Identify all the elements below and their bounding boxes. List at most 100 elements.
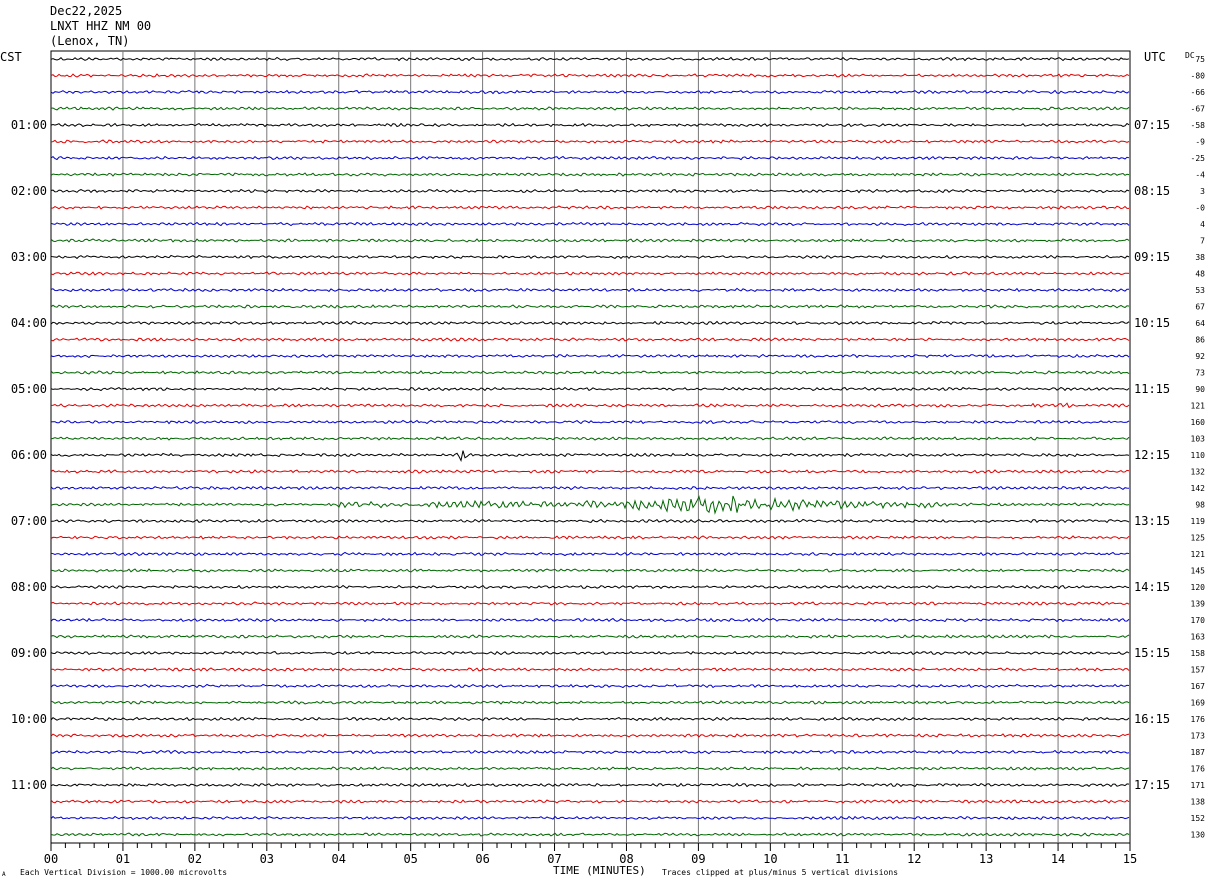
left-hour-label: 10:00 [11, 712, 47, 726]
grid-layer [50, 50, 1131, 851]
seismic-trace [50, 188, 1130, 194]
seismic-trace [50, 139, 1130, 144]
left-hour-label: 01:00 [11, 118, 47, 132]
dc-offset-label: 187 [1191, 748, 1206, 757]
left-hour-label: 11:00 [11, 778, 47, 792]
dc-offset-label: 121 [1191, 402, 1206, 411]
seismic-trace [50, 172, 1130, 177]
dc-offset-label: 7 [1200, 237, 1205, 246]
dc-offset-label: 167 [1191, 682, 1206, 691]
seismic-trace [50, 617, 1130, 623]
left-hour-label: 06:00 [11, 448, 47, 462]
dc-offset-label: 121 [1191, 550, 1206, 559]
dc-offset-label: 86 [1195, 336, 1205, 345]
seismic-trace [50, 518, 1130, 524]
x-tick-label: 06 [475, 852, 489, 866]
seismic-trace [50, 89, 1130, 95]
dc-offset-label: 110 [1191, 451, 1206, 460]
dc-offset-label: 48 [1195, 270, 1205, 279]
dc-offset-label: 163 [1191, 633, 1206, 642]
dc-offset-label: 53 [1195, 286, 1205, 295]
dc-offset-label: 139 [1191, 600, 1206, 609]
seismic-trace [50, 450, 1130, 463]
dc-offset-label: 75 [1195, 55, 1205, 64]
footer-clip-note: Traces clipped at plus/minus 5 vertical … [662, 868, 899, 877]
seismic-trace [50, 386, 1130, 392]
dc-offset-label: 92 [1195, 352, 1205, 361]
dc-offset-label: -80 [1191, 72, 1206, 81]
seismic-trace [50, 782, 1130, 788]
left-hour-label: 07:00 [11, 514, 47, 528]
seismic-trace [50, 650, 1130, 656]
left-hour-label: 09:00 [11, 646, 47, 660]
dc-offset-label: 158 [1191, 649, 1206, 658]
x-tick-label: 02 [188, 852, 202, 866]
dc-offset-label: 38 [1195, 253, 1205, 262]
seismic-trace [50, 584, 1130, 590]
seismic-trace [50, 667, 1130, 672]
left-hour-label: 04:00 [11, 316, 47, 330]
seismic-trace [50, 436, 1130, 441]
dc-offset-label: 64 [1195, 319, 1205, 328]
seismic-trace [50, 205, 1129, 210]
right-hour-label: 17:15 [1134, 778, 1170, 792]
dc-offset-label: 157 [1191, 666, 1206, 675]
seismic-trace [50, 799, 1130, 804]
right-hour-label: 16:15 [1134, 712, 1170, 726]
right-hour-label: 14:15 [1134, 580, 1170, 594]
right-hour-label: 08:15 [1134, 184, 1170, 198]
x-tick-label: 08 [619, 852, 633, 866]
dc-offset-label: 176 [1191, 765, 1206, 774]
dc-offset-label: 142 [1191, 484, 1206, 493]
seismic-trace [50, 832, 1130, 837]
x-tick-label: 00 [44, 852, 58, 866]
right-hour-label: 10:15 [1134, 316, 1170, 330]
right-hour-label: 13:15 [1134, 514, 1170, 528]
dc-offset-label: 160 [1191, 418, 1206, 427]
seismic-trace [50, 568, 1130, 573]
seismic-trace [50, 469, 1130, 474]
dc-offset-label: 169 [1191, 699, 1206, 708]
dc-offset-label: -58 [1191, 121, 1206, 130]
dc-offset-label: 98 [1195, 501, 1205, 510]
x-tick-label: 10 [763, 852, 777, 866]
dc-offset-label: 132 [1191, 468, 1206, 477]
dc-offset-label: 145 [1191, 567, 1206, 576]
seismic-trace [50, 353, 1130, 359]
dc-offset-label: 119 [1191, 517, 1206, 526]
seismic-trace [50, 535, 1130, 540]
x-tick-label: 11 [835, 852, 849, 866]
plot-frame [50, 50, 1131, 844]
seismic-trace [50, 733, 1130, 738]
right-hour-label: 07:15 [1134, 118, 1170, 132]
seismic-trace [50, 700, 1130, 705]
right-hour-label: 15:15 [1134, 646, 1170, 660]
seismic-trace [50, 73, 1130, 78]
dc-offset-label: -66 [1191, 88, 1206, 97]
x-tick-label: 01 [116, 852, 130, 866]
seismic-trace [50, 122, 1130, 128]
x-tick-label: 12 [907, 852, 921, 866]
seismic-trace [50, 419, 1130, 425]
left-zone-label: CST [0, 50, 22, 64]
seismic-trace [50, 337, 1130, 342]
dc-offset-label: 152 [1191, 814, 1206, 823]
dc-offset-label: -9 [1195, 138, 1205, 147]
right-hour-label: 09:15 [1134, 250, 1170, 264]
left-hour-label: 02:00 [11, 184, 47, 198]
seismic-trace [50, 271, 1130, 276]
seismic-trace [50, 287, 1130, 293]
seismic-trace [50, 601, 1130, 606]
dc-offset-label: 4 [1200, 220, 1205, 229]
left-hour-label: 05:00 [11, 382, 47, 396]
dc-offset-label: -4 [1195, 171, 1205, 180]
dc-offset-label: 170 [1191, 616, 1206, 625]
dc-offset-label: 120 [1191, 583, 1206, 592]
x-tick-label: 07 [547, 852, 561, 866]
seismic-trace [50, 716, 1130, 722]
seismic-trace [50, 304, 1130, 309]
dc-offset-label: 73 [1195, 369, 1205, 378]
dc-offset-label: 171 [1191, 781, 1206, 790]
left-hour-label: 03:00 [11, 250, 47, 264]
